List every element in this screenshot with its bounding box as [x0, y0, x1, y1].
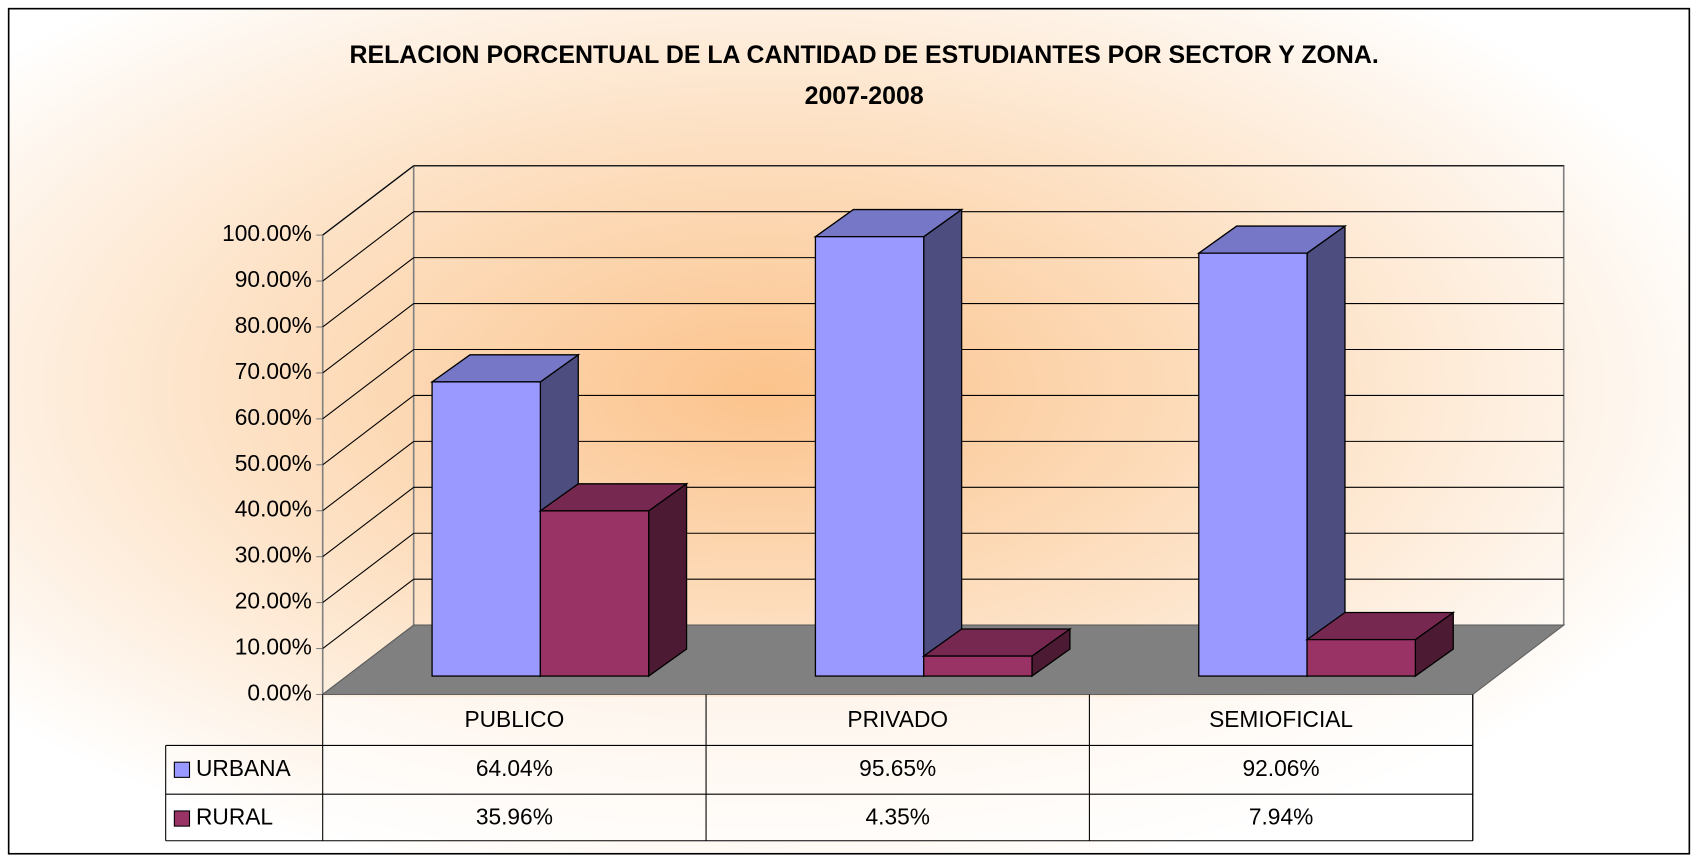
table-value: 35.96%: [476, 804, 553, 830]
bar-side: [923, 208, 963, 678]
bar-side: [648, 482, 688, 678]
grid-line: [322, 395, 414, 466]
x-tick-label: PUBLICO: [464, 706, 564, 732]
grid-line: [322, 440, 414, 512]
bar: [921, 627, 1072, 678]
bar-front: [1198, 252, 1308, 677]
bar-side: [1306, 224, 1346, 678]
y-tick-label: 100.00%: [222, 220, 312, 246]
grid-line: [322, 211, 414, 282]
table-value: 95.65%: [859, 755, 936, 781]
bar: [813, 208, 964, 678]
y-tick-label: 60.00%: [235, 404, 312, 430]
grid-line: [322, 257, 414, 328]
bar-front: [539, 510, 650, 677]
table-bg: [322, 696, 1473, 841]
bar-front: [814, 236, 925, 677]
x-tick-label: PRIVADO: [847, 706, 948, 732]
grid-line: [322, 486, 414, 558]
plot: 0.00% 10.00% 20.00% 30.00% 40.00% 50.00% 60.00…: [165, 164, 1566, 842]
y-tick-label: 10.00%: [235, 634, 312, 660]
y-tick-label: 40.00%: [235, 496, 312, 522]
y-tick-label: 20.00%: [235, 588, 312, 614]
grid-line: [322, 303, 414, 374]
bar-front: [1306, 638, 1417, 677]
table-value: 64.04%: [476, 755, 553, 781]
chart-title: RELACION PORCENTUAL DE LA CANTIDAD DE ES…: [350, 41, 1379, 69]
y-tick-label: 90.00%: [235, 266, 312, 292]
y-tick-label: 50.00%: [235, 450, 312, 476]
grid-line: [322, 165, 414, 236]
x-tick-label: SEMIOFICIAL: [1209, 706, 1353, 732]
bar: [1305, 611, 1456, 678]
chart-subtitle: 2007-2008: [805, 82, 924, 110]
legend-swatch: [173, 761, 191, 778]
grid-line: [322, 578, 414, 649]
grid-line: [322, 532, 414, 604]
table-value: 7.94%: [1249, 804, 1313, 830]
bar-front: [431, 381, 542, 677]
y-tick-label: 80.00%: [235, 312, 312, 338]
grid-line: [322, 349, 414, 420]
legend-label: RURAL: [196, 804, 273, 830]
bar-front: [923, 655, 1033, 677]
legend-label: URBANA: [196, 755, 292, 781]
y-tick-label: 70.00%: [235, 358, 312, 384]
y-tick-label: 0.00%: [247, 679, 311, 705]
table-value: 4.35%: [866, 804, 930, 830]
bar: [1196, 224, 1347, 678]
y-tick-label: 30.00%: [235, 542, 312, 568]
legend-swatch: [173, 810, 191, 827]
bar: [538, 482, 689, 678]
table-value: 92.06%: [1243, 755, 1320, 781]
